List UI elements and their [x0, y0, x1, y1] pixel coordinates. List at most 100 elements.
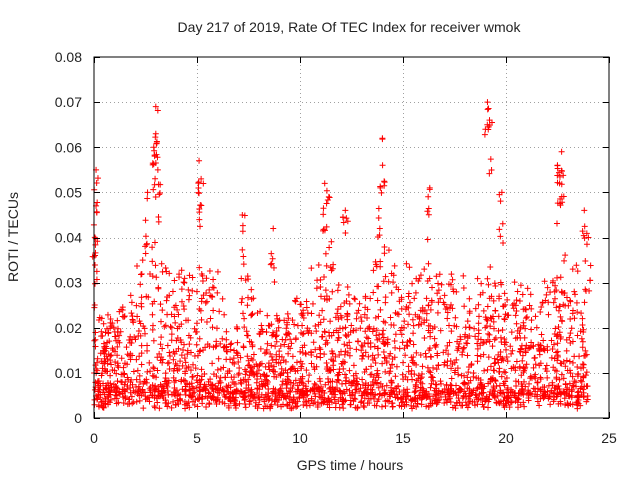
data-point	[517, 282, 524, 289]
data-point	[359, 352, 366, 359]
data-point	[437, 378, 444, 385]
data-point	[325, 329, 332, 336]
data-point	[330, 358, 337, 365]
data-point	[549, 346, 556, 352]
data-point	[367, 386, 374, 393]
data-point	[482, 126, 489, 133]
data-point	[172, 402, 179, 409]
data-point	[118, 355, 125, 362]
data-point	[104, 339, 111, 346]
data-point	[528, 326, 535, 333]
data-point	[472, 333, 479, 340]
data-point	[583, 241, 590, 248]
data-point	[481, 383, 488, 390]
data-point	[486, 295, 493, 302]
data-point	[537, 374, 544, 381]
data-point	[376, 225, 383, 232]
data-point	[150, 364, 157, 371]
data-point	[511, 392, 518, 399]
data-point	[441, 361, 448, 368]
data-point	[497, 398, 504, 405]
data-point	[187, 392, 194, 399]
data-point	[162, 322, 169, 329]
data-point	[525, 394, 532, 401]
data-point	[323, 187, 330, 194]
data-point	[527, 291, 534, 298]
data-point	[261, 382, 268, 389]
data-point	[578, 378, 585, 385]
data-point	[573, 399, 580, 406]
data-point	[219, 386, 226, 393]
data-point	[95, 316, 102, 323]
data-point	[462, 331, 469, 338]
data-point	[434, 290, 441, 297]
data-point	[580, 329, 587, 336]
data-point	[563, 357, 570, 364]
data-point	[269, 332, 276, 339]
data-point	[474, 275, 481, 282]
data-point	[498, 357, 505, 364]
data-point	[537, 342, 544, 349]
data-point	[515, 396, 522, 403]
data-point	[564, 384, 571, 391]
data-point	[191, 352, 198, 359]
data-point	[354, 404, 361, 411]
data-point	[441, 399, 448, 406]
data-point	[485, 330, 492, 337]
data-point	[544, 374, 551, 381]
data-point	[151, 365, 158, 372]
data-point	[177, 358, 184, 365]
data-point	[375, 313, 382, 320]
data-point	[237, 377, 244, 384]
data-point	[436, 271, 443, 278]
data-point	[248, 312, 255, 319]
data-point	[127, 333, 134, 340]
data-point	[282, 367, 289, 374]
data-point	[558, 168, 565, 175]
data-point	[111, 348, 118, 355]
data-point	[264, 379, 271, 386]
data-point	[175, 401, 182, 408]
data-point	[322, 287, 329, 294]
data-point	[392, 394, 399, 401]
data-point	[572, 291, 579, 298]
data-point	[136, 386, 143, 393]
data-point	[128, 310, 135, 317]
data-point	[534, 385, 541, 392]
data-point	[482, 398, 489, 405]
data-point	[363, 334, 370, 341]
data-point	[257, 308, 264, 315]
data-point	[335, 334, 342, 341]
data-point	[524, 285, 531, 292]
data-point	[107, 389, 114, 396]
data-point	[448, 365, 455, 372]
data-point	[102, 384, 109, 391]
data-point	[98, 402, 105, 409]
data-point	[525, 345, 532, 352]
data-point	[311, 364, 318, 371]
data-point	[484, 275, 491, 282]
data-point	[187, 367, 194, 374]
data-point	[196, 206, 203, 213]
data-point	[516, 348, 523, 355]
data-point	[258, 360, 265, 367]
data-point	[292, 368, 299, 375]
data-point	[491, 376, 498, 383]
data-point	[549, 379, 556, 386]
data-point	[268, 353, 275, 360]
data-point	[488, 167, 495, 174]
data-point	[459, 349, 466, 356]
data-point	[186, 341, 193, 348]
data-point	[425, 205, 432, 212]
data-point	[336, 351, 343, 358]
data-point	[116, 308, 123, 315]
data-point	[171, 277, 178, 284]
data-point	[574, 332, 581, 339]
data-point	[346, 367, 353, 374]
data-point	[141, 330, 148, 337]
data-point	[513, 358, 520, 365]
data-point	[370, 325, 377, 332]
data-point	[487, 156, 494, 163]
data-point	[152, 175, 159, 182]
data-point	[289, 365, 296, 372]
